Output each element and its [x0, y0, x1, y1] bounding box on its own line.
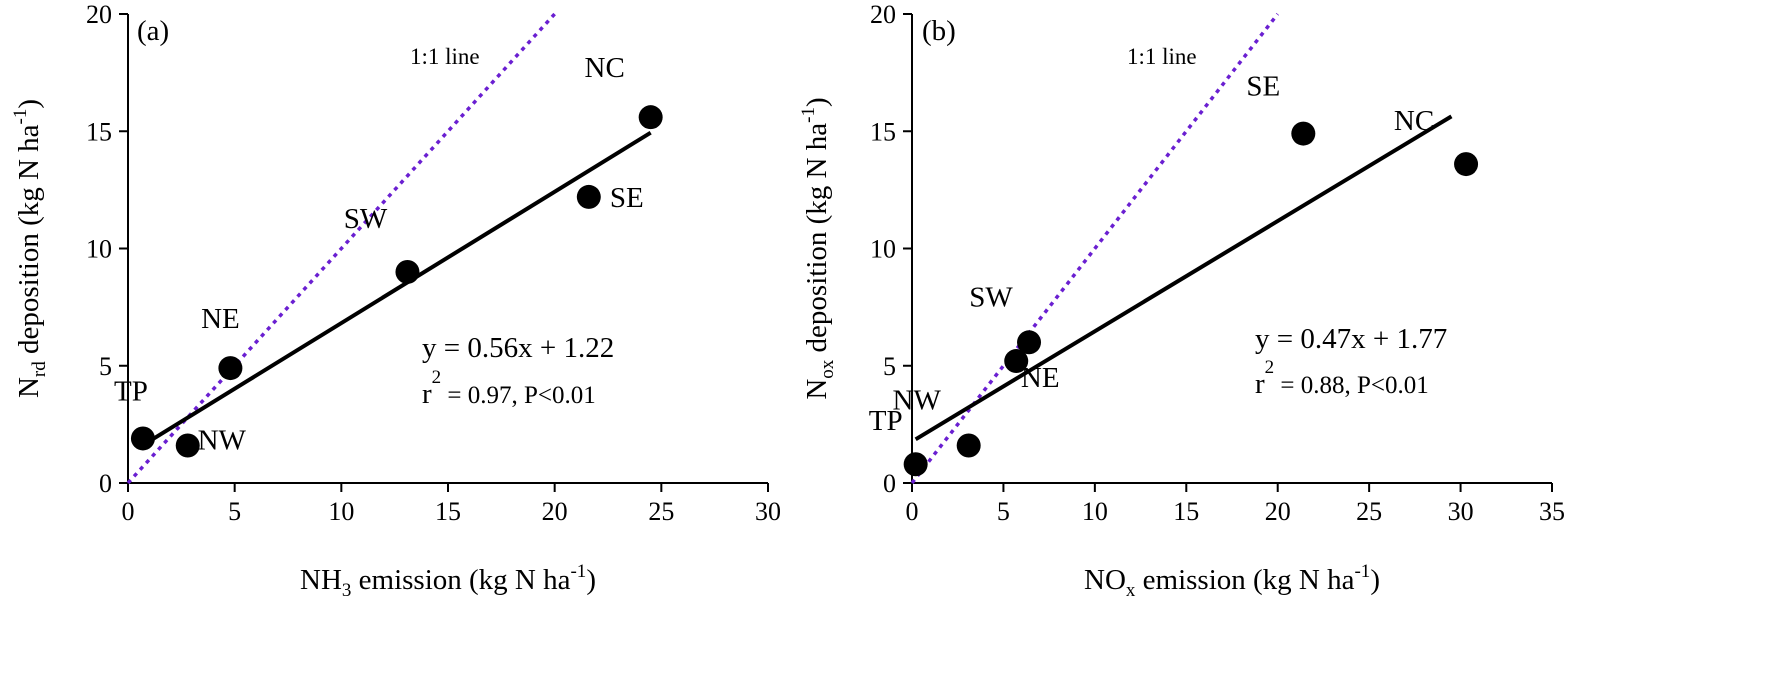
- point-label-nc: NC: [1394, 105, 1434, 137]
- data-point-sw: [395, 259, 420, 284]
- one-to-one-label: 1:1 line: [410, 44, 480, 69]
- data-point-sw: [1017, 330, 1042, 355]
- x-tick-label: 5: [228, 497, 241, 526]
- y-tick-label: 20: [86, 0, 112, 29]
- regression-line: [914, 114, 1453, 442]
- x-tick-label: 10: [1082, 497, 1108, 526]
- point-label-sw: SW: [344, 203, 388, 235]
- data-point-tp: [903, 452, 928, 477]
- data-point-ne: [218, 356, 243, 381]
- regression-equation: y = 0.47x + 1.77: [1255, 323, 1447, 355]
- point-label-sw: SW: [969, 281, 1013, 313]
- point-label-nc: NC: [585, 52, 625, 84]
- data-point-se: [1291, 121, 1316, 146]
- x-tick-label: 30: [755, 497, 781, 526]
- r-squared-text: r2 = 0.88, P<0.01: [1255, 357, 1429, 400]
- data-point-nc: [1454, 152, 1479, 177]
- data-point-se: [576, 184, 601, 209]
- point-label-nw: NW: [893, 384, 942, 416]
- x-tick-label: 10: [328, 497, 354, 526]
- data-point-nw: [956, 433, 981, 458]
- point-label-ne: NE: [1021, 362, 1060, 394]
- panel-b: 0 5 10 15 20 25 30 35 0 5 10 15 20 NOx emission (kg N…: [798, 0, 1565, 601]
- y-tick-label: 10: [870, 235, 896, 264]
- data-point-ne: [1004, 349, 1029, 374]
- panel-label: (b): [922, 15, 956, 47]
- x-tick-label: 25: [1356, 497, 1382, 526]
- x-tick-label: 0: [906, 497, 919, 526]
- y-tick-label: 15: [86, 117, 112, 146]
- y-tick-label: 10: [86, 235, 112, 264]
- panel-a: 0 5 10 15 20 25 30 0 5 10 15 20 NH3 emission (kg N h…: [10, 0, 781, 601]
- panel-label: (a): [137, 15, 169, 47]
- x-tick-label: 5: [997, 497, 1010, 526]
- data-point-nc: [638, 105, 663, 130]
- y-tick-label: 0: [99, 469, 112, 498]
- point-label-se: SE: [1246, 71, 1280, 103]
- point-label-nw: NW: [198, 424, 247, 456]
- point-label-tp: TP: [114, 375, 148, 407]
- one-to-one-line: [126, 12, 556, 485]
- y-axis-title: Nrd deposition (kg N ha-1): [10, 99, 50, 398]
- x-tick-label: 20: [1265, 497, 1291, 526]
- point-label-se: SE: [610, 182, 644, 214]
- x-tick-label: 0: [122, 497, 135, 526]
- point-label-ne: NE: [201, 303, 240, 335]
- point-label-tp: TP: [869, 405, 903, 437]
- x-tick-label: 35: [1539, 497, 1565, 526]
- x-tick-label: 15: [435, 497, 461, 526]
- x-axis-title: NOx emission (kg N ha-1): [1084, 561, 1380, 601]
- x-tick-label: 20: [542, 497, 568, 526]
- y-axis-title: Nox deposition (kg N ha-1): [798, 97, 838, 399]
- y-tick-label: 20: [870, 0, 896, 29]
- y-tick-label: 15: [870, 117, 896, 146]
- y-tick-label: 5: [883, 352, 896, 381]
- data-point-tp: [130, 426, 155, 451]
- x-tick-label: 30: [1448, 497, 1474, 526]
- regression-line: [141, 130, 652, 447]
- one-to-one-line: [910, 12, 1280, 485]
- x-tick-label: 25: [648, 497, 674, 526]
- x-tick-label: 15: [1173, 497, 1199, 526]
- regression-equation: y = 0.56x + 1.22: [422, 332, 614, 364]
- y-tick-label: 5: [99, 352, 112, 381]
- data-point-nw: [175, 433, 200, 458]
- y-tick-label: 0: [883, 469, 896, 498]
- x-axis-title: NH3 emission (kg N ha-1): [300, 561, 596, 601]
- one-to-one-label: 1:1 line: [1127, 44, 1197, 69]
- r-squared-text: r2 = 0.97, P<0.01: [422, 367, 596, 410]
